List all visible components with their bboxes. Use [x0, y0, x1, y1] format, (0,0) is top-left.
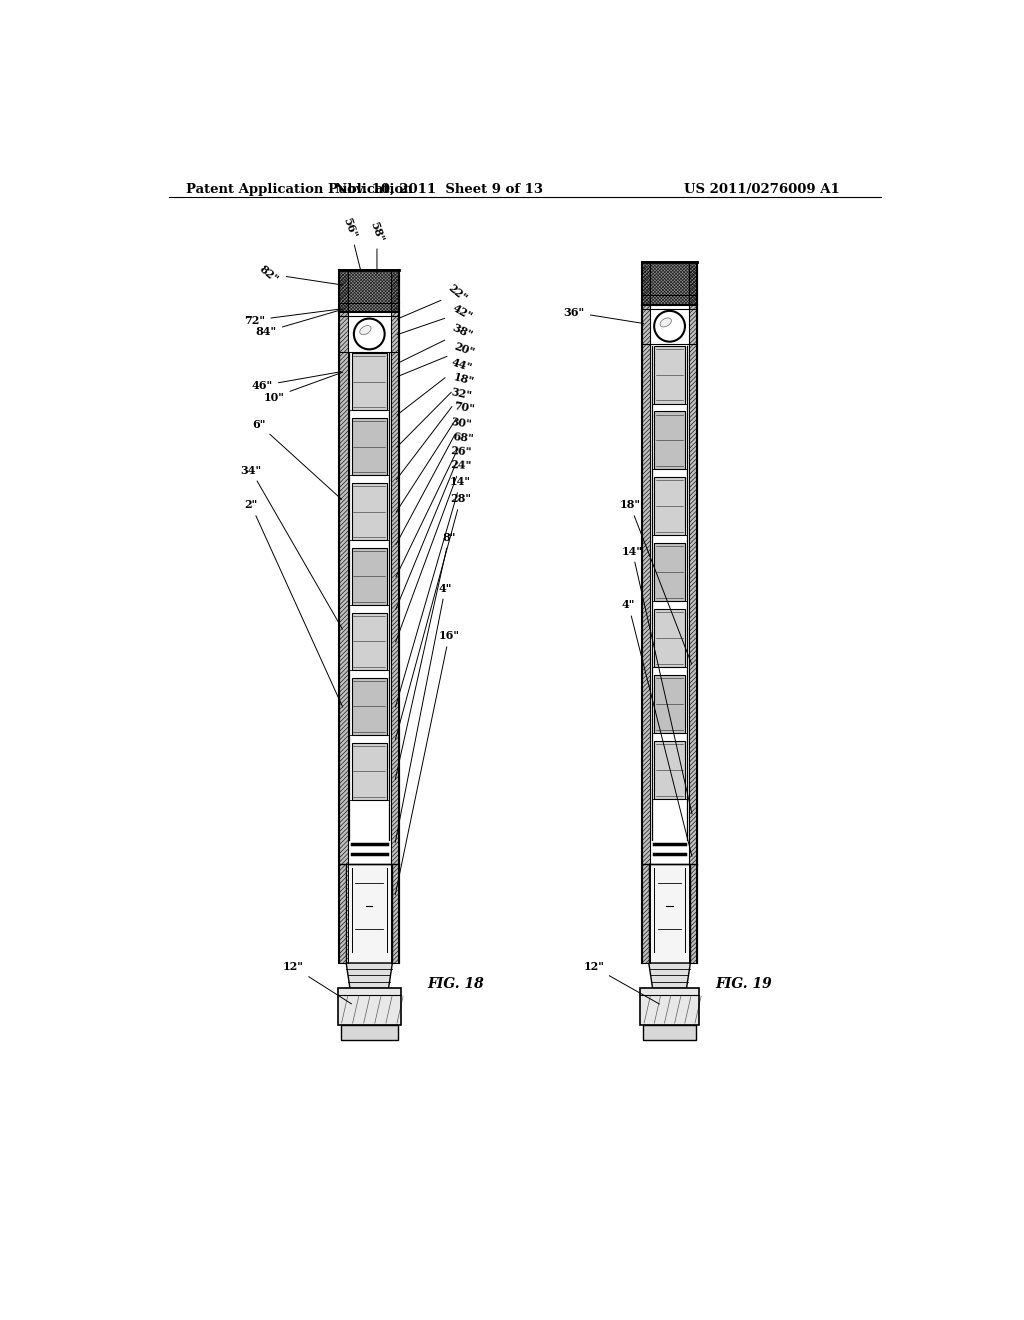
Text: 32": 32": [396, 387, 473, 479]
Bar: [351, 743, 387, 800]
Text: 42": 42": [397, 302, 474, 334]
Ellipse shape: [660, 318, 672, 327]
Bar: [654, 741, 685, 799]
Bar: [351, 418, 387, 475]
Bar: [654, 675, 685, 733]
Text: 14": 14": [622, 545, 692, 814]
Text: 36": 36": [564, 308, 644, 323]
Bar: [351, 612, 387, 669]
Text: 12": 12": [584, 961, 659, 1005]
Bar: [339, 271, 399, 313]
Text: 10": 10": [264, 372, 343, 403]
Bar: [642, 263, 697, 305]
Text: 16": 16": [395, 631, 460, 895]
Text: 18": 18": [396, 371, 475, 447]
Text: 34": 34": [241, 465, 342, 630]
Text: 44": 44": [397, 356, 474, 414]
Bar: [654, 412, 685, 470]
Text: Patent Application Publication: Patent Application Publication: [186, 183, 413, 197]
Text: 46": 46": [252, 372, 341, 391]
Text: 38": 38": [397, 322, 474, 363]
Text: 28": 28": [395, 494, 471, 739]
Bar: [642, 267, 650, 964]
Text: 58": 58": [369, 219, 386, 273]
Bar: [654, 544, 685, 601]
Bar: [339, 275, 348, 964]
Text: 2": 2": [245, 499, 343, 708]
Text: 70": 70": [396, 400, 475, 512]
Text: 84": 84": [256, 309, 343, 337]
Text: 30": 30": [396, 416, 472, 544]
Bar: [654, 346, 685, 404]
Bar: [351, 677, 387, 735]
Text: 24": 24": [395, 459, 472, 642]
Bar: [351, 548, 387, 605]
Text: 4": 4": [622, 599, 692, 857]
Bar: [654, 609, 685, 667]
Text: 22": 22": [397, 282, 469, 319]
Bar: [341, 1024, 397, 1040]
Bar: [391, 275, 399, 964]
Ellipse shape: [359, 326, 371, 335]
Bar: [649, 865, 690, 964]
Bar: [640, 989, 698, 1024]
Text: 6": 6": [252, 418, 342, 499]
Bar: [346, 865, 392, 964]
Circle shape: [654, 312, 685, 342]
Text: US 2011/0276009 A1: US 2011/0276009 A1: [684, 183, 840, 197]
Bar: [642, 263, 697, 305]
Text: Nov. 10, 2011  Sheet 9 of 13: Nov. 10, 2011 Sheet 9 of 13: [335, 183, 543, 197]
Bar: [689, 267, 697, 964]
Text: 12": 12": [283, 961, 351, 1005]
Polygon shape: [649, 964, 690, 989]
Polygon shape: [346, 964, 392, 989]
Text: FIG. 18: FIG. 18: [427, 977, 483, 991]
Bar: [654, 478, 685, 536]
Bar: [339, 271, 399, 313]
Text: 82": 82": [258, 263, 343, 285]
Text: 8": 8": [395, 532, 456, 779]
Text: 14": 14": [395, 477, 471, 708]
Text: FIG. 19: FIG. 19: [716, 977, 772, 991]
Text: 56": 56": [341, 216, 360, 271]
Bar: [643, 1024, 695, 1040]
Text: 26": 26": [395, 445, 472, 610]
Text: 20": 20": [397, 341, 476, 376]
Text: 68": 68": [396, 430, 474, 577]
Bar: [338, 989, 400, 1024]
Circle shape: [354, 318, 385, 350]
Bar: [351, 483, 387, 540]
Text: 4": 4": [395, 582, 452, 842]
Text: 18": 18": [620, 499, 691, 664]
Text: 72": 72": [245, 309, 341, 326]
Bar: [351, 354, 387, 411]
